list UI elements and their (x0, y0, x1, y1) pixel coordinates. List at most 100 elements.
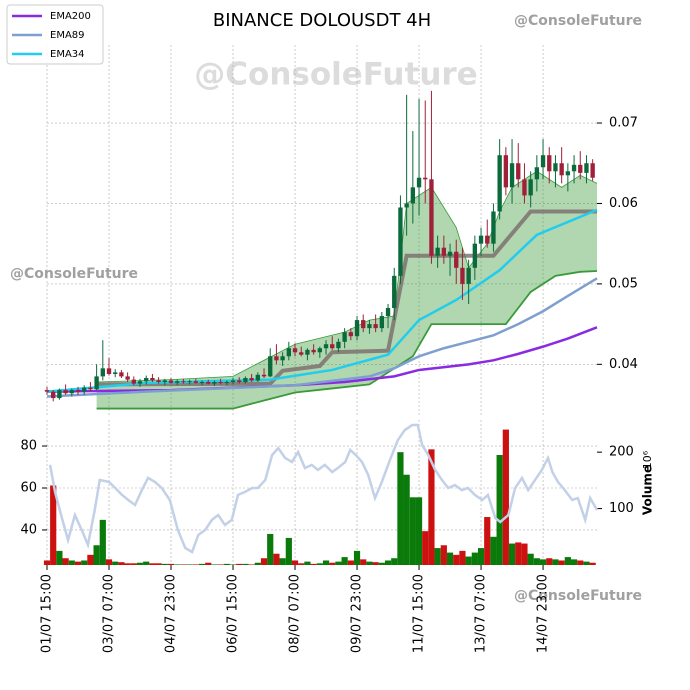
candle-body (243, 378, 248, 383)
volume-bar (360, 559, 367, 565)
volume-bar (329, 562, 336, 565)
candle-body (429, 179, 434, 256)
volume-bar (273, 553, 280, 565)
legend-label: EMA34 (50, 49, 85, 60)
candle-body (503, 155, 509, 188)
candle-body (131, 379, 136, 384)
y2-axis-label: Volume (641, 465, 655, 515)
watermark: @ConsoleFuture (514, 588, 642, 604)
volume-bar (99, 519, 106, 565)
volume-bar (515, 542, 522, 565)
volume-bar (397, 452, 404, 565)
y-tick-label: 0.05 (609, 276, 638, 291)
y-tick-label: 80 (20, 439, 37, 454)
volume-bar (254, 562, 261, 565)
volume-bar (316, 563, 323, 565)
volume-bar (465, 556, 472, 565)
candle-body (218, 382, 223, 384)
candle-body (565, 171, 571, 176)
watermarks: @ConsoleFuture @ConsoleFuture @ConsoleFu… (10, 13, 642, 604)
volume-bar (167, 563, 175, 565)
candle-body (311, 349, 316, 353)
volume-bar (186, 564, 193, 565)
candle-body (268, 356, 273, 377)
candle-body (100, 368, 105, 377)
x-tick-label: 03/07 07:00 (102, 574, 117, 653)
candle-body (404, 203, 409, 208)
volume-bar (211, 564, 218, 565)
candle-body (75, 390, 81, 392)
candle-body (435, 247, 440, 256)
volume-bar (279, 558, 286, 565)
x-tick-label: 06/07 15:00 (226, 574, 241, 653)
candle-body (317, 348, 322, 353)
candle-body (416, 177, 422, 188)
candle-body (230, 380, 236, 383)
volume-bar (136, 562, 144, 565)
volume-bar (453, 554, 460, 565)
volume-bar (366, 561, 373, 565)
volume-bar (496, 454, 503, 565)
candle-body (534, 167, 540, 180)
volume-bar (341, 557, 348, 565)
volume-bar (552, 559, 559, 565)
candle-body (106, 368, 112, 374)
volume-bar (570, 559, 578, 565)
y-tick-label: 0.04 (609, 357, 638, 372)
candle-body (305, 349, 310, 355)
candle-body (206, 382, 211, 384)
candle-body (274, 356, 279, 361)
volume-bar (74, 561, 82, 565)
volume-bar (490, 536, 497, 565)
candle-body (509, 163, 515, 188)
candle-body (162, 380, 167, 383)
candle-body (547, 155, 552, 172)
volume-bar (477, 548, 485, 565)
x-tick-label: 01/07 15:00 (40, 574, 55, 653)
candle-body (559, 163, 564, 176)
volume-bar (192, 564, 199, 565)
volume-bar (217, 564, 224, 565)
candle-body (57, 390, 62, 399)
volume-bar (527, 553, 534, 565)
volume-bar (180, 564, 187, 565)
candle-body (398, 207, 403, 276)
candle-body (460, 267, 465, 284)
candle-body (516, 163, 521, 180)
volume-bar (378, 562, 385, 565)
candle-body (441, 247, 447, 256)
candle-body (125, 376, 130, 380)
volume-bar (161, 563, 168, 565)
legend-box (6, 4, 104, 65)
watermark: @ConsoleFuture (194, 57, 477, 93)
candle-body (187, 381, 192, 383)
candle-body (367, 324, 372, 329)
candle-body (199, 382, 205, 384)
volume-bar (43, 560, 51, 565)
volume-bar (285, 537, 292, 565)
candle-body (491, 211, 496, 244)
candle-body (94, 376, 99, 390)
volume-bar (583, 561, 590, 565)
candle-body (212, 382, 217, 384)
candle-body (522, 179, 527, 196)
candle-body (280, 356, 285, 361)
volume-bar (391, 558, 398, 565)
volume-bar (471, 552, 478, 565)
candle-body (82, 387, 87, 392)
candle-body (150, 378, 155, 381)
volume-bar (56, 550, 63, 565)
volume-bar (155, 563, 162, 565)
x-tick-label: 14/07 23:00 (536, 574, 551, 653)
volume-bar (87, 554, 94, 565)
legend: EMA200 EMA89 EMA34 (6, 4, 104, 65)
volume-bar (310, 563, 317, 565)
y-tick-label: 60 (20, 480, 37, 495)
candle-body (540, 155, 546, 168)
y2-axis-unit: 10⁶ (641, 450, 654, 469)
volume-bar (533, 558, 540, 565)
volume-bar (546, 558, 553, 565)
candle-body (224, 382, 229, 384)
y-tick-label: 40 (20, 522, 37, 537)
volume-bar (558, 560, 565, 565)
